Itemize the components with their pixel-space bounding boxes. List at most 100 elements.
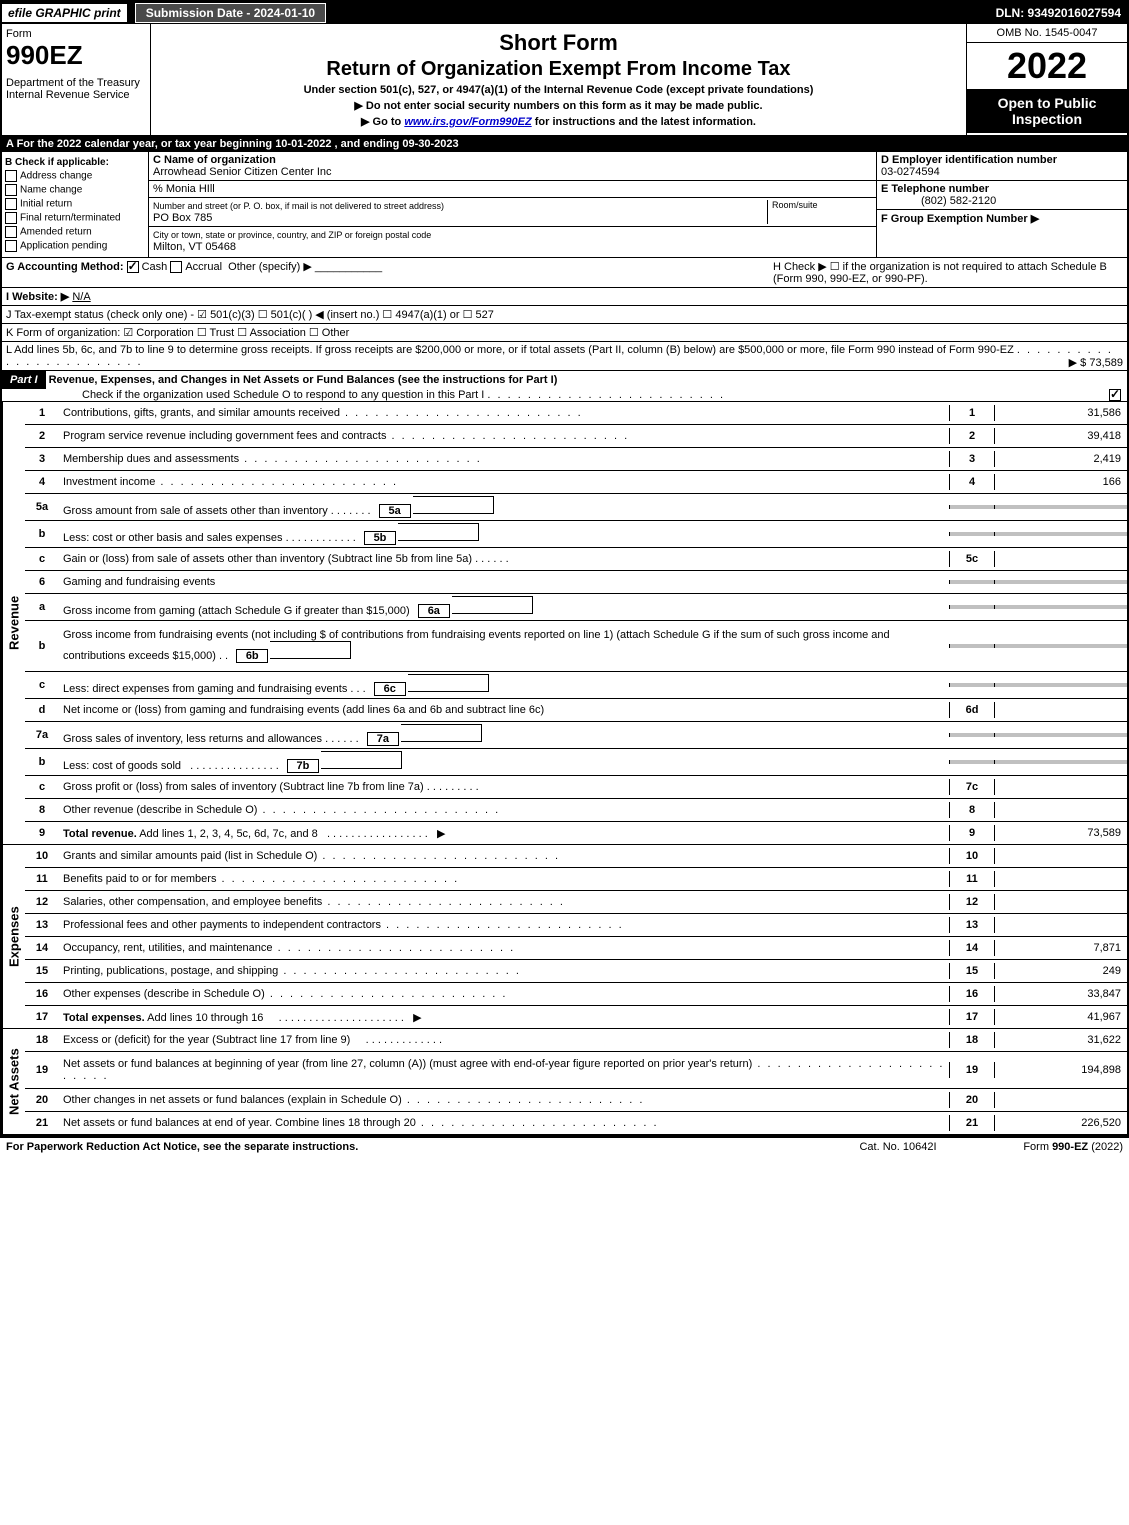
other-specify: Other (specify) ▶ [228, 261, 312, 273]
opt-pending: Application pending [20, 241, 107, 252]
i-label: I Website: ▶ [6, 291, 69, 303]
section-def: D Employer identification number 03-0274… [877, 152, 1127, 257]
l5a-valshade [995, 505, 1127, 509]
l20-num: 20 [949, 1092, 995, 1108]
row-i: I Website: ▶ N/A [2, 288, 1127, 306]
l6a-shade [949, 605, 995, 609]
l13-desc: Professional fees and other payments to … [63, 919, 381, 931]
l9-val: 73,589 [995, 825, 1127, 841]
l7a-shade [949, 733, 995, 737]
l7c-num: 7c [949, 779, 995, 795]
l7b-desc: Less: cost of goods sold [63, 760, 181, 772]
part1-header: Part I Revenue, Expenses, and Changes in… [2, 371, 1127, 402]
expenses-label: Expenses [2, 845, 25, 1028]
l7a-box: 7a [367, 732, 399, 746]
l5a-desc: Gross amount from sale of assets other t… [63, 505, 328, 517]
l6b-desc: Gross income from fundraising events (no… [63, 629, 890, 662]
l5b-inval [398, 523, 479, 541]
l3-desc: Membership dues and assessments [63, 453, 239, 465]
l8-num: 8 [949, 802, 995, 818]
submission-date: Submission Date - 2024-01-10 [135, 3, 326, 23]
irs-link[interactable]: www.irs.gov/Form990EZ [404, 116, 531, 128]
l5b-box: 5b [364, 531, 396, 545]
section-c: C Name of organization Arrowhead Senior … [149, 152, 877, 257]
l6b-shade [949, 644, 995, 648]
website: N/A [72, 291, 90, 303]
l21-val: 226,520 [995, 1115, 1127, 1131]
chk-cash[interactable] [127, 261, 139, 273]
chk-initial[interactable] [5, 198, 17, 210]
l6c-valshade [995, 683, 1127, 687]
l10-val [995, 854, 1127, 858]
l15-desc: Printing, publications, postage, and shi… [63, 965, 278, 977]
dln: DLN: 93492016027594 [996, 6, 1127, 20]
title: Short Form [155, 30, 962, 56]
opt-final: Final return/terminated [20, 213, 121, 224]
header-right: OMB No. 1545-0047 2022 Open to Public In… [966, 24, 1127, 135]
city-label: City or town, state or province, country… [153, 230, 431, 240]
l19-desc: Net assets or fund balances at beginning… [63, 1058, 752, 1070]
l5a-inval [413, 496, 494, 514]
section-h: H Check ▶ ☐ if the organization is not r… [773, 260, 1123, 285]
g-label: G Accounting Method: [6, 261, 124, 273]
footer-mid: Cat. No. 10642I [823, 1141, 973, 1153]
l11-val [995, 877, 1127, 881]
l19-num: 19 [949, 1062, 995, 1078]
l6a-valshade [995, 605, 1127, 609]
expenses-table: 10Grants and similar amounts paid (list … [25, 845, 1127, 1028]
opt-address: Address change [20, 171, 92, 182]
l-text: L Add lines 5b, 6c, and 7b to line 9 to … [6, 344, 1014, 356]
l7a-desc: Gross sales of inventory, less returns a… [63, 733, 322, 745]
chk-amended[interactable] [5, 226, 17, 238]
org-name: Arrowhead Senior Citizen Center Inc [153, 166, 332, 178]
l6-shade [949, 580, 995, 584]
l2-val: 39,418 [995, 428, 1127, 444]
l14-val: 7,871 [995, 940, 1127, 956]
l17-num: 17 [949, 1009, 995, 1025]
room-label: Room/suite [767, 200, 872, 224]
l10-num: 10 [949, 848, 995, 864]
l5a-box: 5a [379, 504, 411, 518]
l6a-inval [452, 596, 533, 614]
l16-num: 16 [949, 986, 995, 1002]
chk-address[interactable] [5, 170, 17, 182]
l7b-inval [321, 751, 402, 769]
l2-desc: Program service revenue including govern… [63, 430, 386, 442]
l20-val [995, 1098, 1127, 1102]
l7c-val [995, 785, 1127, 789]
l1-desc: Contributions, gifts, grants, and simila… [63, 407, 340, 419]
l5a-shade [949, 505, 995, 509]
l3-val: 2,419 [995, 451, 1127, 467]
l6a-box: 6a [418, 604, 450, 618]
l6b-valshade [995, 644, 1127, 648]
l13-num: 13 [949, 917, 995, 933]
l3-num: 3 [949, 451, 995, 467]
chk-pending[interactable] [5, 240, 17, 252]
l16-val: 33,847 [995, 986, 1127, 1002]
chk-name[interactable] [5, 184, 17, 196]
l6b-inval [270, 641, 351, 659]
tax-year: 2022 [967, 43, 1127, 89]
chk-accrual[interactable] [170, 261, 182, 273]
l6c-desc: Less: direct expenses from gaming and fu… [63, 683, 347, 695]
l17-val: 41,967 [995, 1009, 1127, 1025]
l12-val [995, 900, 1127, 904]
chk-final[interactable] [5, 212, 17, 224]
l5b-valshade [995, 532, 1127, 536]
care-of: % Monia HIll [153, 183, 215, 195]
accrual: Accrual [185, 261, 222, 273]
l4-val: 166 [995, 474, 1127, 490]
l7a-inval [401, 724, 482, 742]
revenue-table: 1Contributions, gifts, grants, and simil… [25, 402, 1127, 844]
l6c-inval [408, 674, 489, 692]
l6c-shade [949, 683, 995, 687]
warn1: ▶ Do not enter social security numbers o… [155, 99, 962, 112]
chk-schedo[interactable] [1109, 389, 1121, 401]
l1-val: 31,586 [995, 405, 1127, 421]
l7a-valshade [995, 733, 1127, 737]
telephone: (802) 582-2120 [881, 195, 996, 207]
row-j: J Tax-exempt status (check only one) - ☑… [2, 306, 1127, 324]
l15-num: 15 [949, 963, 995, 979]
efile-label[interactable]: efile GRAPHIC print [2, 4, 127, 22]
l20-desc: Other changes in net assets or fund bala… [63, 1094, 402, 1106]
